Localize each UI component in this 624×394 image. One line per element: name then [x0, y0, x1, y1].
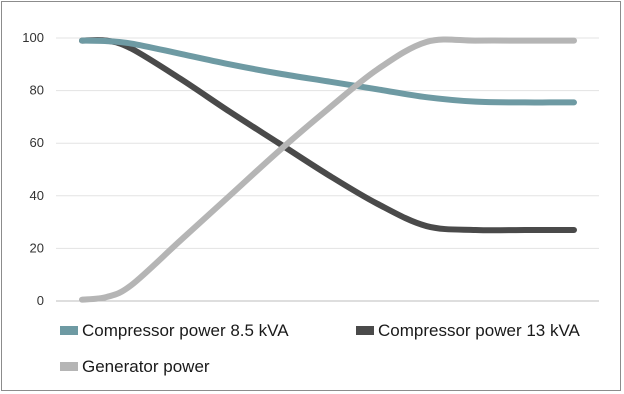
- y-tick-label: 40: [30, 188, 44, 203]
- series-lines: [79, 36, 577, 303]
- y-tick-label: 20: [30, 240, 44, 255]
- legend-label: Compressor power 8.5 kVA: [82, 321, 289, 340]
- legend: Compressor power 8.5 kVA Compressor power…: [60, 321, 581, 376]
- y-tick-label: 0: [37, 293, 44, 308]
- legend-swatch: [60, 362, 78, 371]
- y-axis-ticks: 0 20 40 60 80 100: [22, 30, 44, 308]
- legend-swatch: [60, 326, 78, 335]
- series-line-0: [79, 37, 577, 106]
- y-tick-label: 80: [30, 83, 44, 98]
- gridlines: [56, 37, 599, 249]
- y-tick-label: 100: [22, 30, 44, 45]
- legend-label: Compressor power 13 kVA: [378, 321, 581, 340]
- series-line-1: [79, 37, 577, 234]
- y-tick-label: 60: [30, 135, 44, 150]
- legend-swatch: [356, 326, 374, 335]
- legend-label: Generator power: [82, 357, 210, 376]
- series-line-2: [79, 36, 577, 303]
